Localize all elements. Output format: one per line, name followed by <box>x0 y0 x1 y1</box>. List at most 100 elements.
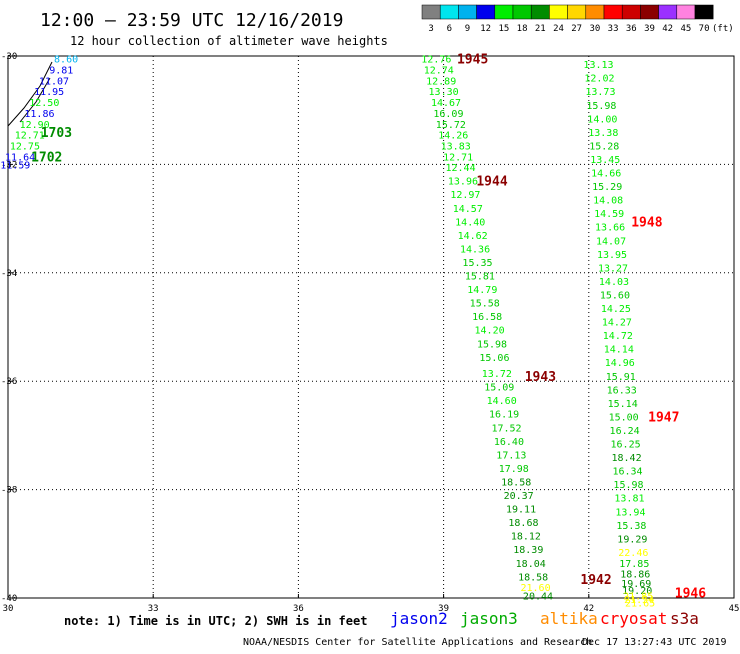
latitude-tick-label: -38 <box>1 486 17 496</box>
legend-label: 18 <box>517 24 528 34</box>
wave-height-value: 13.83 <box>441 141 471 152</box>
wave-height-value: 21.65 <box>625 598 655 609</box>
legend-label: 15 <box>498 24 509 34</box>
coastline-line <box>7 61 53 127</box>
longitude-tick-label: 39 <box>438 604 449 614</box>
wave-height-value: 14.96 <box>605 358 635 369</box>
coastline-line <box>19 77 51 123</box>
wave-height-value: 18.58 <box>518 572 548 583</box>
wave-height-value: 14.26 <box>438 131 468 142</box>
legend-swatch <box>603 4 623 20</box>
wave-height-value: 22.46 <box>618 548 648 559</box>
wave-height-value: 19.29 <box>617 534 647 545</box>
wave-height-value: 14.57 <box>453 204 483 215</box>
altimeter-tracks: 8.609.8111.0711.9512.5011.8612.9012.7112… <box>0 53 706 610</box>
wave-height-value: 15.81 <box>465 272 495 283</box>
legend-label: 33 <box>608 24 619 34</box>
wave-height-value: 15.98 <box>477 339 507 350</box>
latitude-tick-label: -34 <box>1 269 17 279</box>
wave-height-value: 20.37 <box>504 491 534 502</box>
legend-swatch <box>640 4 659 20</box>
legend-swatch <box>512 4 532 20</box>
wave-height-value: 15.60 <box>600 290 630 301</box>
legend-label: 30 <box>589 24 600 34</box>
wave-height-value: 13.73 <box>585 87 615 98</box>
footer-note: note: 1) Time is in UTC; 2) SWH is in fe… <box>64 614 367 628</box>
satellite-legend: jason2 jason3 altika cryosat s3a <box>390 609 699 628</box>
wave-height-value: 14.14 <box>604 345 634 356</box>
legend-swatch <box>494 4 514 20</box>
wave-height-value: 14.40 <box>455 217 485 228</box>
wave-height-value: 13.95 <box>597 250 627 261</box>
wave-height-value: 14.20 <box>475 326 505 337</box>
wave-height-value: 14.72 <box>603 331 633 342</box>
wave-height-value: 12.76 <box>421 55 451 66</box>
wave-height-value: 12.74 <box>424 66 454 77</box>
wave-height-value: 12.02 <box>584 74 614 85</box>
wave-height-value: 18.12 <box>511 532 541 543</box>
satellite-name: altika <box>540 609 598 628</box>
wave-height-value: 13.27 <box>598 263 628 274</box>
wave-height-value: 12.44 <box>445 163 475 174</box>
legend-swatch <box>458 4 477 20</box>
wave-height-value: 11.95 <box>34 87 64 98</box>
legend-label: 6 <box>447 24 452 34</box>
wave-height-value: 12.71 <box>15 131 45 142</box>
legend-swatch <box>621 4 641 20</box>
pass-time-label: 1942 <box>580 573 611 588</box>
pass-time-label: 1944 <box>476 175 507 190</box>
wave-height-value: 15.09 <box>484 383 514 394</box>
legend-swatch <box>658 4 678 20</box>
wave-height-value: 13.81 <box>614 494 644 505</box>
legend-label: 39 <box>644 24 655 34</box>
wave-height-value: 18.58 <box>501 477 531 488</box>
wave-height-value: 18.68 <box>508 518 538 529</box>
wave-height-value: 14.25 <box>601 304 631 315</box>
wave-height-value: 11.64 <box>5 152 35 163</box>
wave-height-value: 13.45 <box>590 155 620 166</box>
wave-height-value: 16.25 <box>611 440 641 451</box>
latitude-tick-label: -30 <box>1 52 17 62</box>
wave-height-value: 16.19 <box>489 410 519 421</box>
wave-height-value: 21.85 <box>623 591 653 602</box>
wave-height-value: 14.08 <box>593 196 623 207</box>
wave-height-value: 14.03 <box>599 277 629 288</box>
wave-height-value: 11.59 <box>0 160 30 171</box>
wave-height-value: 18.86 <box>620 570 650 581</box>
wave-height-value: 16.33 <box>607 385 637 396</box>
pass-time-label: 1945 <box>457 53 488 68</box>
legend-swatch <box>676 4 696 20</box>
legend-swatch <box>694 4 714 20</box>
wave-height-value: 13.94 <box>615 507 645 518</box>
wave-height-value: 13.72 <box>482 369 512 380</box>
wave-height-value: 16.58 <box>472 312 502 323</box>
wave-height-value: 15.14 <box>608 399 638 410</box>
wave-height-value: 19.69 <box>621 579 651 590</box>
legend-swatch <box>476 4 496 20</box>
latitude-tick-label: -40 <box>1 594 17 604</box>
wave-height-value: 11.07 <box>39 76 69 87</box>
wave-height-value: 15.98 <box>586 101 616 112</box>
wave-height-value: 21.54 <box>624 595 654 606</box>
legend-unit: (ft) <box>712 24 734 34</box>
wave-height-value: 13.38 <box>588 128 618 139</box>
wave-height-value: 20.44 <box>523 591 553 602</box>
legend-label: 21 <box>535 24 546 34</box>
legend-label: 42 <box>662 24 673 34</box>
wave-height-value: 15.91 <box>606 372 636 383</box>
wave-height-value: 19.20 <box>622 586 652 597</box>
satellite-name: jason3 <box>460 609 518 628</box>
wave-height-value: 13.96 <box>448 177 478 188</box>
legend-swatch <box>439 4 459 20</box>
wave-height-legend: 3 6 9 12 15 18 21 24 27 30 33 36 39 42 45 70 <box>421 4 714 34</box>
wave-height-value: 12.90 <box>20 120 50 131</box>
pass-time-label: 1702 <box>31 150 62 165</box>
legend-label: 27 <box>571 24 582 34</box>
legend-swatch <box>530 4 550 20</box>
wave-height-value: 11.86 <box>24 109 54 120</box>
footer-credit: NOAA/NESDIS Center for Satellite Applica… <box>243 637 592 648</box>
latitude-tick-labels: -30 -32 -34 -36 -38 -40 <box>1 52 17 604</box>
pass-time-label: 1947 <box>648 410 679 425</box>
